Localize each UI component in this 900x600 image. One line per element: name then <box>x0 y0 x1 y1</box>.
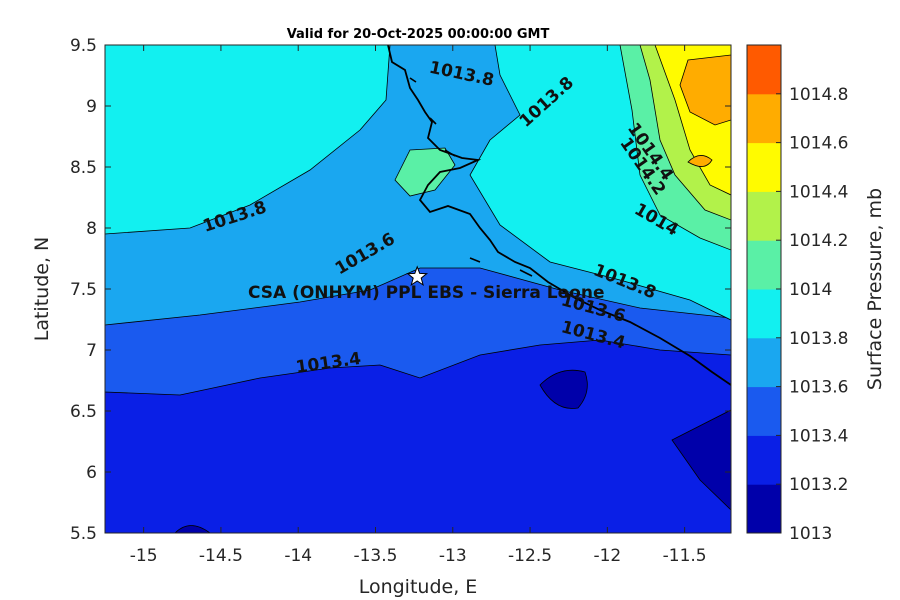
x-tick-label: -12.5 <box>508 546 552 566</box>
y-tick-label: 5.5 <box>70 524 97 544</box>
band-1013-8-west <box>105 45 391 235</box>
site-label: CSA (ONHYM) PPL EBS - Sierra Leone <box>248 283 605 303</box>
x-axis-label: Longitude, E <box>359 576 478 598</box>
band-1014-6 <box>679 54 731 126</box>
colorbar: 1013 1013.2 1013.4 1013.6 1013.8 1014 1014.2 10… <box>746 44 848 544</box>
colorbar-swatch <box>747 93 781 144</box>
band-1013-low-east <box>671 409 731 511</box>
colorbar-swatch <box>747 45 781 95</box>
x-tick-label: -14.5 <box>199 546 243 566</box>
y-tick-label: 8.5 <box>70 158 97 178</box>
y-tick-label: 7 <box>86 341 97 361</box>
y-tick-label: 9.5 <box>70 36 97 56</box>
x-tick-label: -12 <box>593 546 621 566</box>
colorbar-tick-label: 1014.4 <box>789 182 848 202</box>
x-tick-label: -13.5 <box>353 546 397 566</box>
y-axis-label: Latitude, N <box>31 237 53 342</box>
colorbar-tick-label: 1013 <box>789 524 832 544</box>
site-layer: CSA (ONHYM) PPL EBS - Sierra Leone <box>248 265 605 303</box>
colorbar-swatch <box>747 191 781 241</box>
x-axis: -15 -14.5 -14 -13.5 -13 -12.5 -12 -11.5 <box>130 45 707 566</box>
band-1013-low-center <box>539 369 588 409</box>
band-1014-6-spot <box>687 155 713 167</box>
colorbar-swatch <box>747 386 781 436</box>
colorbar-tick-label: 1013.2 <box>789 475 848 495</box>
figure-title: Valid for 20-Oct-2025 00:00:00 GMT <box>287 27 550 42</box>
x-tick-label: -15 <box>130 546 158 566</box>
colorbar-swatch <box>747 240 781 290</box>
x-tick-label: -11.5 <box>663 546 707 566</box>
y-tick-label: 8 <box>86 219 97 239</box>
colorbar-tick-label: 1014 <box>789 280 832 300</box>
x-tick-label: -13 <box>439 546 467 566</box>
colorbar-swatch <box>747 337 781 388</box>
colorbar-tick-label: 1013.6 <box>789 378 848 398</box>
colorbar-swatch <box>747 484 781 534</box>
band-1014-island <box>394 147 456 197</box>
colorbar-swatch <box>747 289 781 339</box>
colorbar-tick-label: 1014.6 <box>789 134 848 154</box>
coastline-details <box>409 77 533 277</box>
colorbar-tick-label: 1013.4 <box>789 426 848 446</box>
y-tick-label: 7.5 <box>70 280 97 300</box>
y-axis: 5.5 6 6.5 7 7.5 8 8.5 9 9.5 <box>70 36 731 544</box>
y-tick-label: 6.5 <box>70 402 97 422</box>
coastline <box>387 45 731 386</box>
colorbar-label: Surface Pressure, mb <box>864 188 886 390</box>
contour-fill-layer <box>105 45 731 533</box>
colorbar-swatch <box>747 142 781 192</box>
colorbar-tick-label: 1014.8 <box>789 85 848 105</box>
colorbar-swatch <box>747 435 781 485</box>
colorbar-tick-label: 1013.8 <box>789 329 848 349</box>
site-star-icon <box>406 265 429 287</box>
x-tick-label: -14 <box>284 546 312 566</box>
y-tick-label: 6 <box>86 463 97 483</box>
coastline-layer <box>387 45 731 386</box>
colorbar-tick-label: 1014.2 <box>789 231 848 251</box>
y-tick-label: 9 <box>86 97 97 117</box>
